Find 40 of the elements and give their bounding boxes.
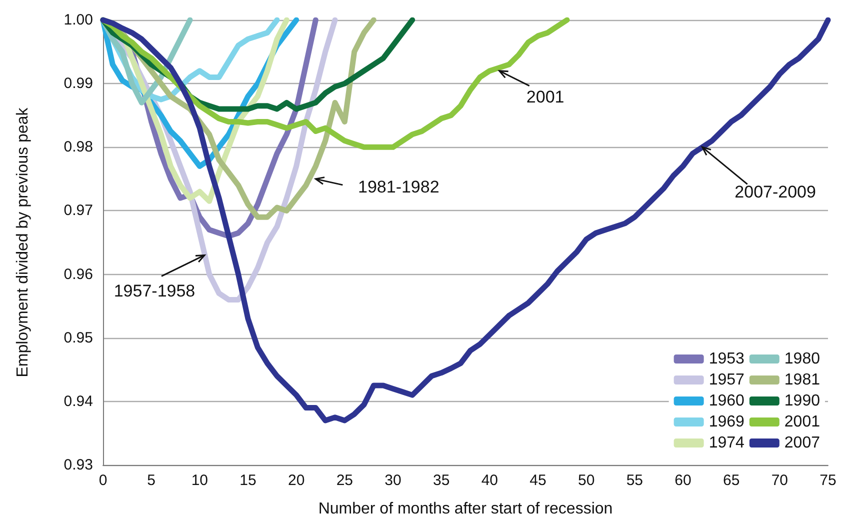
legend-label: 1953 bbox=[708, 350, 745, 368]
legend-label: 1974 bbox=[708, 434, 745, 452]
x-tick-label: 60 bbox=[674, 472, 692, 489]
x-tick-label: 30 bbox=[384, 472, 402, 489]
legend-label: 1969 bbox=[708, 414, 745, 430]
y-tick-label: 0.96 bbox=[64, 266, 93, 283]
legend-label: 1981 bbox=[784, 372, 820, 388]
legend-label: 1990 bbox=[784, 392, 820, 410]
y-tick-label: 0.95 bbox=[64, 329, 93, 346]
y-tick-label: 0.93 bbox=[64, 456, 93, 474]
x-tick-label: 40 bbox=[481, 472, 498, 489]
x-tick-label: 15 bbox=[240, 472, 256, 489]
x-tick-label: 50 bbox=[578, 472, 595, 489]
x-tick-label: 65 bbox=[722, 472, 740, 489]
legend-label: 1980 bbox=[784, 350, 820, 368]
x-axis-title: Number of months after start of recession bbox=[318, 500, 613, 518]
legend-label: 1960 bbox=[708, 392, 745, 410]
x-tick-label: 45 bbox=[530, 472, 546, 489]
x-tick-label: 0 bbox=[98, 472, 108, 489]
y-tick-label: 0.97 bbox=[64, 202, 93, 220]
annotation: 2001 bbox=[526, 87, 564, 106]
legend-label: 2001 bbox=[784, 414, 820, 430]
x-tick-label: 55 bbox=[626, 472, 644, 489]
y-axis-title: Employment divided by previous peak bbox=[14, 106, 32, 378]
x-tick-label: 75 bbox=[820, 472, 836, 489]
x-tick-label: 20 bbox=[288, 472, 305, 489]
y-tick-label: 1.00 bbox=[64, 12, 93, 28]
legend-label: 2007 bbox=[784, 434, 820, 452]
annotation: 2007-2009 bbox=[734, 182, 816, 202]
x-tick-label: 25 bbox=[336, 472, 354, 489]
y-tick-label: 0.99 bbox=[64, 75, 93, 92]
x-tick-label: 10 bbox=[191, 472, 208, 489]
y-tick-label: 0.94 bbox=[64, 392, 93, 410]
y-tick-label: 0.98 bbox=[64, 138, 93, 156]
annotation: 1957-1958 bbox=[114, 282, 196, 301]
x-tick-label: 70 bbox=[771, 472, 788, 489]
x-tick-label: 5 bbox=[147, 472, 156, 489]
x-tick-label: 35 bbox=[432, 472, 450, 489]
legend-label: 1957 bbox=[708, 372, 745, 388]
annotation: 1981-1982 bbox=[358, 177, 440, 196]
